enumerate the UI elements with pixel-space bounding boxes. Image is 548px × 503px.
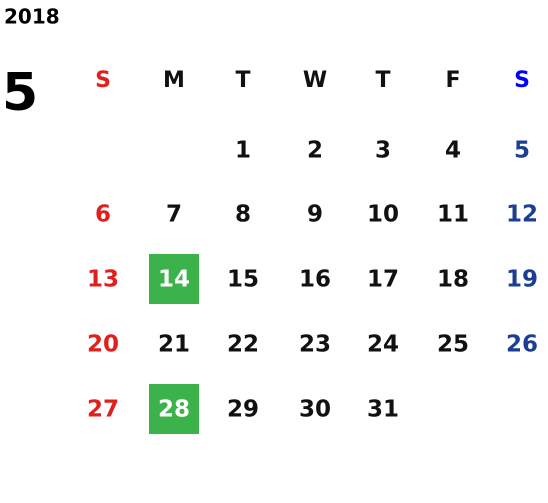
day: 18 — [437, 267, 469, 293]
day: 20 — [87, 332, 119, 358]
day: 15 — [227, 267, 259, 293]
day: 12 — [506, 202, 538, 228]
day: 5 — [514, 138, 530, 164]
weekday-label: F — [445, 68, 460, 93]
day: 25 — [437, 332, 469, 358]
highlight-box — [149, 254, 199, 304]
day: 9 — [307, 202, 323, 228]
day: 10 — [367, 202, 399, 228]
weekday-label: T — [375, 68, 390, 93]
day: 14 — [158, 267, 190, 293]
weekday-label: S — [514, 68, 530, 93]
day: 17 — [367, 267, 399, 293]
day: 6 — [95, 202, 111, 228]
year: 2018 — [4, 5, 60, 29]
day: 27 — [87, 397, 119, 423]
day: 19 — [506, 267, 538, 293]
month: 5 — [2, 63, 38, 123]
day: 26 — [506, 332, 538, 358]
day: 4 — [445, 138, 461, 164]
day: 11 — [437, 202, 469, 228]
weekday-label: S — [95, 68, 111, 93]
day: 7 — [166, 202, 182, 228]
day: 31 — [367, 397, 399, 423]
weekday-label: T — [235, 68, 250, 93]
day: 23 — [299, 332, 331, 358]
day: 1 — [235, 138, 251, 164]
weekday-label: W — [303, 68, 327, 93]
highlight-box — [149, 384, 199, 434]
day: 8 — [235, 202, 251, 228]
weekday-label: M — [163, 68, 185, 93]
day: 21 — [158, 332, 190, 358]
day: 3 — [375, 138, 391, 164]
day: 30 — [299, 397, 331, 423]
day: 16 — [299, 267, 331, 293]
day: 2 — [307, 138, 323, 164]
day: 29 — [227, 397, 259, 423]
day: 22 — [227, 332, 259, 358]
day: 28 — [158, 397, 190, 423]
day: 13 — [87, 267, 119, 293]
day: 24 — [367, 332, 399, 358]
